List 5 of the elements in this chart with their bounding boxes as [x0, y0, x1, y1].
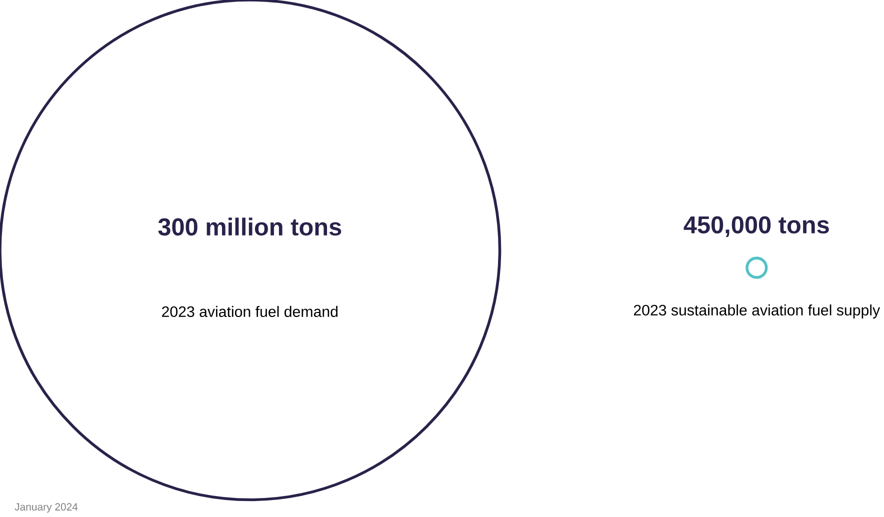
- text: January 2024: [14, 503, 78, 513]
- category-label: 2023 sustainable aviation fuel supply: [634, 304, 880, 319]
- data-label: 300 million tons: [158, 218, 342, 236]
- data-label: 450,000 tons: [684, 216, 829, 238]
- category-label: 2023 aviation fuel demand: [162, 306, 338, 318]
